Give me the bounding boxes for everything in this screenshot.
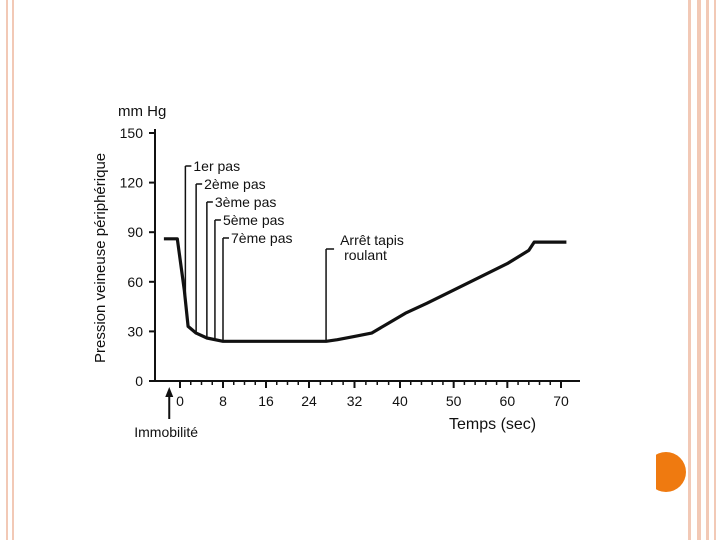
- y-tick-label: 60: [127, 274, 143, 290]
- x-tick-label: 8: [219, 393, 227, 409]
- y-unit-label: mm Hg: [118, 103, 166, 120]
- x-tick-label: 40: [392, 393, 408, 409]
- x-tick-label: 32: [347, 393, 363, 409]
- left-frame-border: [0, 0, 14, 540]
- y-axis-title: Pression veineuse périphérique: [92, 153, 109, 363]
- step-annotations: 1er pas 2ème pas 3ème pas 5ème pas 7ème pas A…: [184, 158, 404, 342]
- annotation-label: 1er pas: [193, 158, 240, 174]
- y-tick-label: 90: [127, 224, 143, 240]
- y-tick-label: 120: [120, 175, 144, 191]
- annotation-label: 3ème pas: [215, 194, 276, 210]
- x-ticks: 0 8 16 24 32 40 50 60 70: [176, 381, 569, 409]
- venous-pressure-chart: 0 30 60 90 120 150 0 8 16 24 32 40 50 60 70 1er pas 2è…: [92, 103, 580, 440]
- annotation-label: 2ème pas: [204, 176, 265, 192]
- y-tick-label: 150: [120, 125, 144, 141]
- x-tick-label: 60: [500, 393, 516, 409]
- right-frame-stripe: [706, 0, 709, 540]
- right-frame-stripe: [714, 0, 716, 540]
- y-tick-label: 30: [127, 323, 143, 339]
- x-tick-label: 0: [176, 393, 184, 409]
- x-tick-label: 16: [258, 393, 274, 409]
- decorative-orange-circle: [646, 452, 686, 492]
- annotation-label: Arrêt tapis: [340, 232, 404, 248]
- x-tick-label: 70: [553, 393, 569, 409]
- annotation-label: 7ème pas: [231, 230, 292, 246]
- pressure-series-line: [163, 237, 567, 343]
- annotation-label: 5ème pas: [223, 212, 284, 228]
- y-ticks: 0 30 60 90 120 150: [120, 125, 155, 389]
- chart-panel: 0 30 60 90 120 150 0 8 16 24 32 40 50 60 70 1er pas 2è…: [55, 83, 619, 463]
- right-frame-stripe: [697, 0, 701, 540]
- immobility-label: Immobilité: [134, 424, 198, 440]
- y-tick-label: 0: [135, 373, 143, 389]
- x-axis-title: Temps (sec): [449, 416, 536, 433]
- right-frame-stripe: [688, 0, 691, 540]
- x-tick-label: 24: [301, 393, 317, 409]
- x-tick-label: 50: [446, 393, 462, 409]
- axes: [154, 129, 580, 382]
- immobility-arrow-head: [165, 387, 174, 397]
- annotation-label: roulant: [344, 247, 387, 263]
- immobility-marker: Immobilité: [134, 387, 198, 440]
